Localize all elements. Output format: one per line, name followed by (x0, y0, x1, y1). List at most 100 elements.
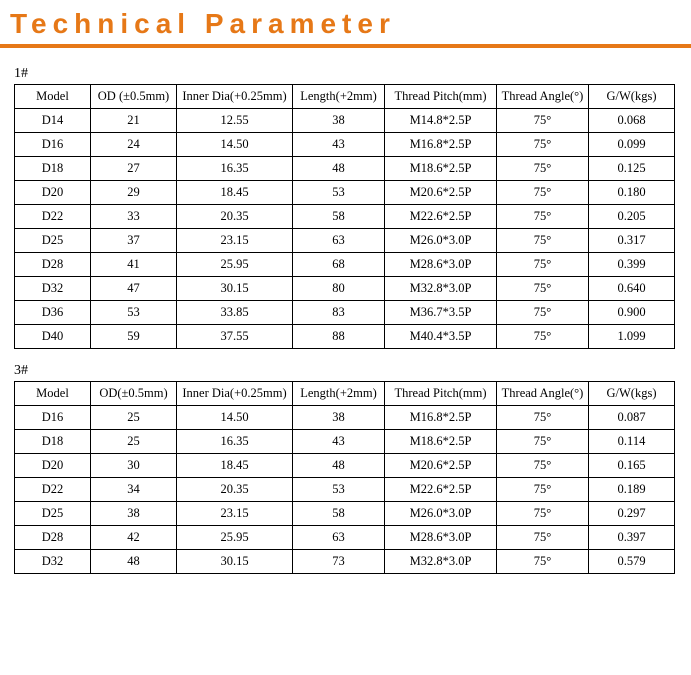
table-cell: 0.125 (589, 157, 675, 181)
table-header-row: ModelOD(±0.5mm)Inner Dia(+0.25mm)Length(… (15, 382, 675, 406)
table-cell: 75° (497, 253, 589, 277)
table-row: D324730.1580M32.8*3.0P75°0.640 (15, 277, 675, 301)
table-cell: 75° (497, 181, 589, 205)
table-row: D223420.3553M22.6*2.5P75°0.189 (15, 478, 675, 502)
column-header: G/W(kgs) (589, 382, 675, 406)
column-header: OD (±0.5mm) (91, 85, 177, 109)
column-header: Inner Dia(+0.25mm) (177, 382, 293, 406)
table-cell: 75° (497, 502, 589, 526)
table-cell: M32.8*3.0P (385, 550, 497, 574)
table-cell: 38 (91, 502, 177, 526)
table-row: D365333.8583M36.7*3.5P75°0.900 (15, 301, 675, 325)
table-cell: 38 (293, 406, 385, 430)
table-cell: 58 (293, 502, 385, 526)
table-cell: 0.189 (589, 478, 675, 502)
table-cell: 48 (293, 454, 385, 478)
page-header: Technical Parameter (0, 0, 691, 44)
column-header: Model (15, 85, 91, 109)
parameter-table: ModelOD (±0.5mm)Inner Dia(+0.25mm)Length… (14, 84, 675, 349)
table-cell: 75° (497, 478, 589, 502)
table-cell: D40 (15, 325, 91, 349)
table-row: D284125.9568M28.6*3.0P75°0.399 (15, 253, 675, 277)
table-cell: D32 (15, 277, 91, 301)
table-cell: D36 (15, 301, 91, 325)
table-cell: M26.0*3.0P (385, 229, 497, 253)
table-cell: D20 (15, 181, 91, 205)
column-header: Thread Angle(°) (497, 85, 589, 109)
table-cell: D22 (15, 478, 91, 502)
table-cell: 23.15 (177, 502, 293, 526)
table-cell: 16.35 (177, 430, 293, 454)
table-cell: 75° (497, 133, 589, 157)
table-cell: 14.50 (177, 133, 293, 157)
table-row: D324830.1573M32.8*3.0P75°0.579 (15, 550, 675, 574)
table-cell: 53 (293, 181, 385, 205)
table-cell: 75° (497, 109, 589, 133)
table-cell: 75° (497, 526, 589, 550)
table-cell: 75° (497, 301, 589, 325)
table-cell: M18.6*2.5P (385, 430, 497, 454)
table-cell: D25 (15, 502, 91, 526)
table-row: D203018.4548M20.6*2.5P75°0.165 (15, 454, 675, 478)
section-label: 1# (14, 66, 691, 82)
parameter-table: ModelOD(±0.5mm)Inner Dia(+0.25mm)Length(… (14, 381, 675, 574)
table-cell: 75° (497, 205, 589, 229)
table-cell: 58 (293, 205, 385, 229)
column-header: OD(±0.5mm) (91, 382, 177, 406)
table-cell: M40.4*3.5P (385, 325, 497, 349)
table-cell: 0.297 (589, 502, 675, 526)
table-cell: D14 (15, 109, 91, 133)
table-cell: 14.50 (177, 406, 293, 430)
table-cell: 75° (497, 550, 589, 574)
table-cell: 75° (497, 406, 589, 430)
table-cell: 0.068 (589, 109, 675, 133)
table-row: D202918.4553M20.6*2.5P75°0.180 (15, 181, 675, 205)
table-row: D253823.1558M26.0*3.0P75°0.297 (15, 502, 675, 526)
table-cell: 43 (293, 430, 385, 454)
table-cell: 29 (91, 181, 177, 205)
column-header: Thread Angle(°) (497, 382, 589, 406)
table-cell: M28.6*3.0P (385, 253, 497, 277)
table-cell: 59 (91, 325, 177, 349)
table-cell: 0.205 (589, 205, 675, 229)
table-cell: M22.6*2.5P (385, 478, 497, 502)
table-cell: 83 (293, 301, 385, 325)
tables-container: 1#ModelOD (±0.5mm)Inner Dia(+0.25mm)Leng… (0, 66, 691, 574)
column-header: Thread Pitch(mm) (385, 382, 497, 406)
table-row: D162414.5043M16.8*2.5P75°0.099 (15, 133, 675, 157)
table-cell: 41 (91, 253, 177, 277)
table-cell: 37.55 (177, 325, 293, 349)
table-cell: 68 (293, 253, 385, 277)
table-cell: 0.165 (589, 454, 675, 478)
table-cell: 30 (91, 454, 177, 478)
table-cell: 30.15 (177, 550, 293, 574)
column-header: Inner Dia(+0.25mm) (177, 85, 293, 109)
table-cell: D25 (15, 229, 91, 253)
table-cell: 42 (91, 526, 177, 550)
column-header: Thread Pitch(mm) (385, 85, 497, 109)
table-cell: 25 (91, 406, 177, 430)
table-cell: 75° (497, 229, 589, 253)
table-cell: 24 (91, 133, 177, 157)
table-cell: 75° (497, 325, 589, 349)
column-header: G/W(kgs) (589, 85, 675, 109)
table-cell: 38 (293, 109, 385, 133)
table-cell: 63 (293, 526, 385, 550)
table-cell: 75° (497, 277, 589, 301)
table-cell: M22.6*2.5P (385, 205, 497, 229)
table-cell: M20.6*2.5P (385, 454, 497, 478)
table-cell: 20.35 (177, 205, 293, 229)
table-cell: D28 (15, 253, 91, 277)
table-cell: M16.8*2.5P (385, 133, 497, 157)
table-cell: 16.35 (177, 157, 293, 181)
table-cell: 80 (293, 277, 385, 301)
table-cell: M14.8*2.5P (385, 109, 497, 133)
table-cell: 88 (293, 325, 385, 349)
table-cell: 0.087 (589, 406, 675, 430)
table-cell: D18 (15, 157, 91, 181)
section-label: 3# (14, 363, 691, 379)
table-cell: 63 (293, 229, 385, 253)
column-header: Length(+2mm) (293, 382, 385, 406)
table-cell: D16 (15, 406, 91, 430)
table-cell: D32 (15, 550, 91, 574)
